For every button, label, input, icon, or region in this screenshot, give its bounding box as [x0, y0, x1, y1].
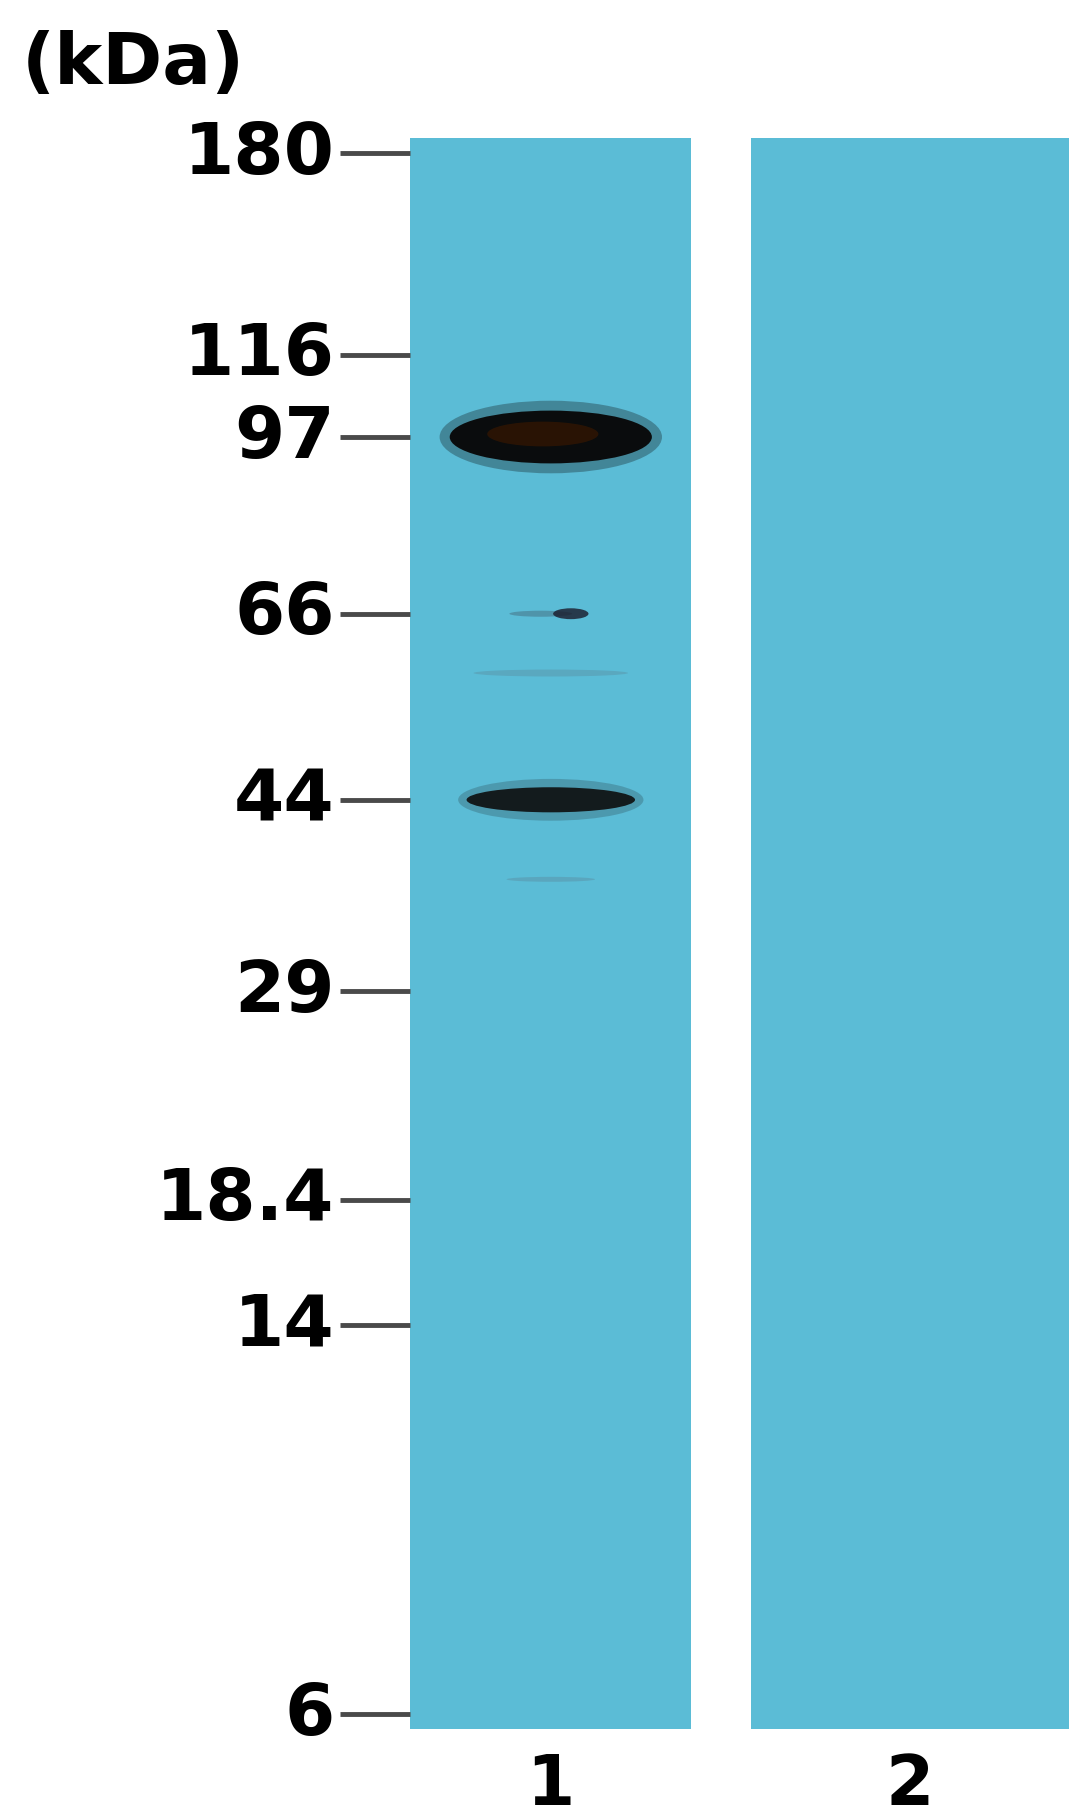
Ellipse shape [440, 401, 662, 473]
Text: 44: 44 [234, 766, 335, 834]
Text: MW: MW [86, 0, 255, 4]
Ellipse shape [473, 669, 629, 677]
Bar [751, 140, 1069, 1729]
Text: 2: 2 [886, 1751, 934, 1814]
Text: 97: 97 [234, 403, 335, 472]
Ellipse shape [487, 423, 598, 446]
Bar [410, 140, 691, 1729]
Text: (kDa): (kDa) [22, 29, 245, 98]
Ellipse shape [553, 610, 589, 620]
Text: 14: 14 [234, 1292, 335, 1360]
Text: 180: 180 [184, 120, 335, 189]
Text: 1: 1 [527, 1751, 575, 1814]
Text: 116: 116 [184, 321, 335, 390]
Ellipse shape [507, 878, 595, 882]
Ellipse shape [449, 412, 652, 464]
Ellipse shape [510, 611, 572, 617]
Text: 29: 29 [234, 958, 335, 1027]
Text: 18.4: 18.4 [157, 1166, 335, 1235]
Text: 6: 6 [284, 1680, 335, 1749]
Ellipse shape [458, 780, 644, 822]
Text: 66: 66 [234, 580, 335, 649]
Ellipse shape [467, 787, 635, 813]
